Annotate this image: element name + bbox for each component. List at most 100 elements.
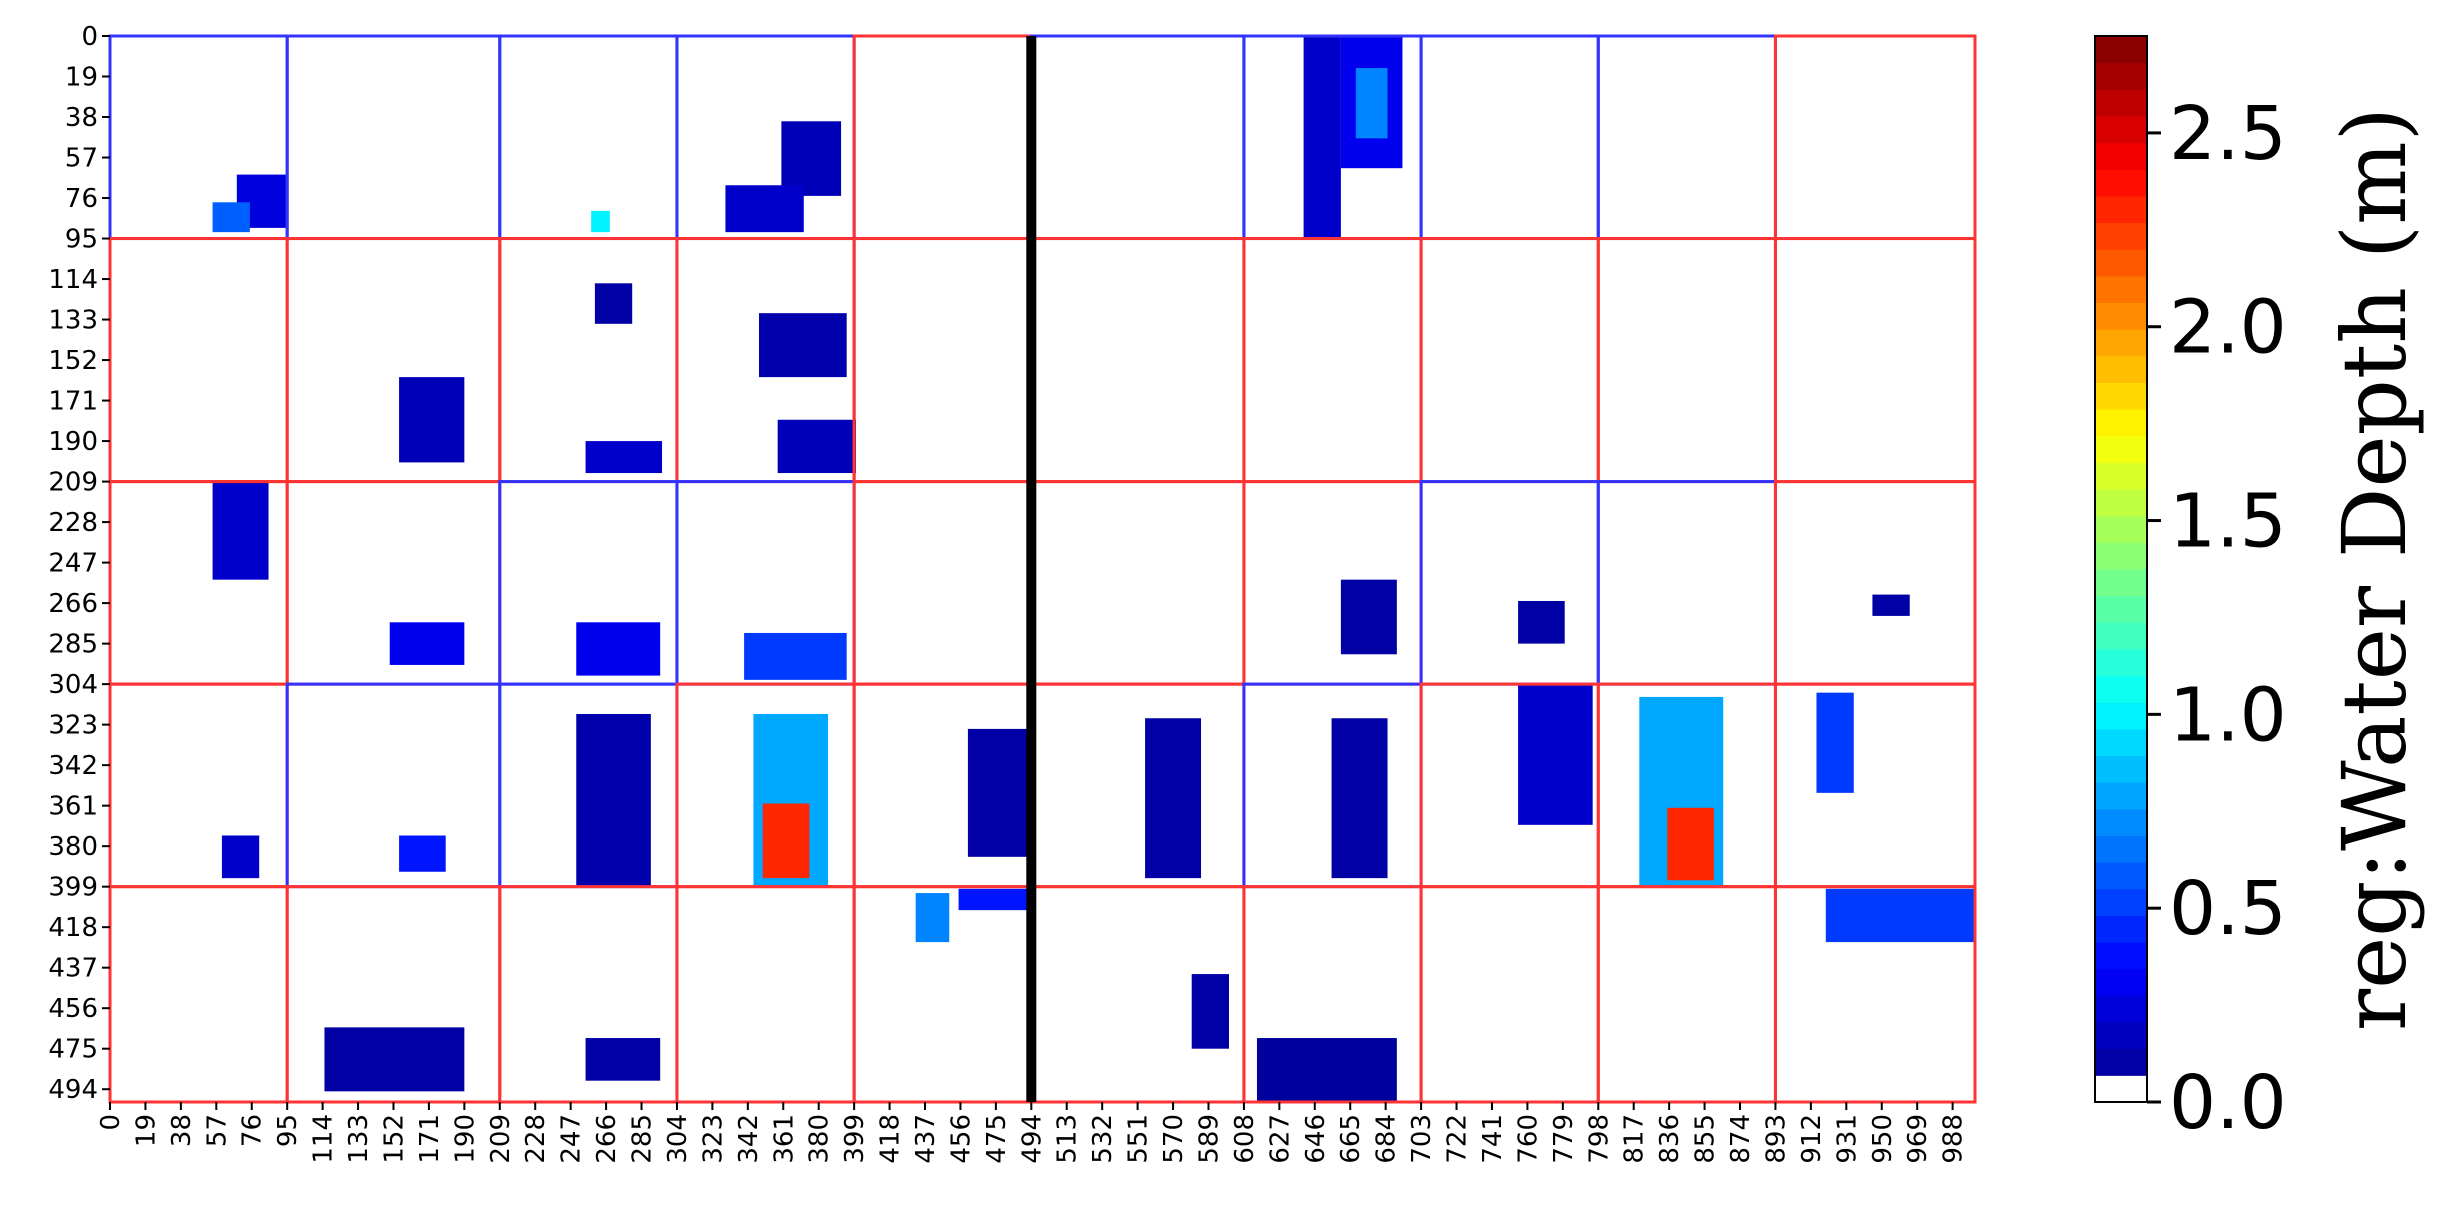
flood-r0-c6c: [1355, 67, 1388, 139]
y-tick-label-342: 342: [48, 751, 98, 781]
x-tick-label-57: 57: [202, 1114, 232, 1147]
x-tick-label-589: 589: [1194, 1114, 1224, 1164]
colorbar-segment: [2095, 89, 2147, 117]
y-axis-ticks: 0 19 38 57 76 95 114 133 152 171 190 209 228 247 266 28…: [48, 22, 110, 1105]
y-tick-label-95: 95: [65, 225, 98, 255]
flood-r4-c4: [915, 893, 950, 943]
tile-r2-c7: [1419, 480, 1600, 686]
flood-r1-c1: [399, 377, 465, 463]
x-tick-label-741: 741: [1478, 1114, 1508, 1164]
tile-r4-c7: [1419, 885, 1600, 1104]
colorbar-segment: [2095, 302, 2147, 330]
colorbar-segment: [2095, 808, 2147, 836]
colorbar-segment: [2095, 355, 2147, 383]
colorbar-segment: [2095, 995, 2147, 1023]
flood-r3-c0: [221, 835, 260, 879]
flood-r4-c4b: [958, 888, 1032, 911]
flood-r1-c2: [594, 283, 633, 324]
colorbar-segment: [2095, 888, 2147, 916]
y-tick-label-57: 57: [65, 144, 98, 174]
x-tick-label-285: 285: [628, 1114, 658, 1164]
x-tick-label-722: 722: [1443, 1114, 1473, 1164]
colorbar-segment: [2095, 275, 2147, 303]
tile-r1-c1: [285, 237, 502, 484]
y-tick-label-380: 380: [48, 832, 98, 862]
tile-r0-c8: [1596, 34, 1777, 241]
colorbar-segment: [2095, 595, 2147, 623]
colorbar-segment: [2095, 862, 2147, 890]
colorbar-segment: [2095, 142, 2147, 170]
tile-r3-c5: [1029, 682, 1246, 889]
y-tick-label-456: 456: [48, 994, 98, 1024]
y-tick-label-209: 209: [48, 468, 98, 498]
colorbar-segment: [2095, 382, 2147, 410]
tile-r1-c0: [108, 237, 289, 484]
y-tick-label-171: 171: [48, 387, 98, 417]
colorbar-segment: [2095, 782, 2147, 810]
colorbar-segment: [2095, 915, 2147, 943]
x-tick-label-475: 475: [982, 1114, 1012, 1164]
x-tick-label-798: 798: [1584, 1114, 1614, 1164]
x-tick-label-988: 988: [1939, 1114, 1969, 1164]
colorbar-label: reg:Water Depth (m): [2323, 107, 2426, 1031]
y-tick-label-304: 304: [48, 670, 98, 700]
y-tick-label-152: 152: [48, 346, 98, 376]
x-tick-label-513: 513: [1053, 1114, 1083, 1164]
tile-r4-c8: [1596, 885, 1777, 1104]
y-tick-label-0: 0: [81, 22, 98, 52]
flood-r4-c2: [585, 1038, 661, 1081]
x-tick-label-494: 494: [1017, 1114, 1047, 1164]
x-tick-label-950: 950: [1868, 1114, 1898, 1164]
y-tick-label-228: 228: [48, 508, 98, 538]
y-tick-label-76: 76: [65, 184, 98, 214]
flood-r4-c1: [324, 1027, 465, 1092]
x-tick-label-361: 361: [769, 1114, 799, 1164]
y-tick-label-323: 323: [48, 711, 98, 741]
flood-r3-c4: [967, 728, 1032, 857]
colorbar-segment: [2095, 489, 2147, 517]
colorbar-segment: [2095, 462, 2147, 490]
flood-r1-c3: [759, 313, 847, 378]
colorbar-segment: [2095, 249, 2147, 277]
y-tick-label-190: 190: [48, 427, 98, 457]
colorbar-segment: [2095, 569, 2147, 597]
x-tick-label-969: 969: [1903, 1114, 1933, 1164]
flood-r2-c6: [1340, 579, 1397, 655]
flood-r3-c1: [399, 835, 446, 872]
colorbar-tick-label-0.5: 0.5: [2169, 866, 2287, 952]
colorbar-tick-label-2.5: 2.5: [2169, 91, 2287, 177]
x-tick-label-190: 190: [450, 1114, 480, 1164]
flood-r3-c9: [1816, 692, 1854, 793]
x-tick-label-665: 665: [1336, 1114, 1366, 1164]
flood-r0-c3: [781, 121, 842, 196]
y-tick-label-399: 399: [48, 873, 98, 903]
flood-r0-c2: [591, 210, 610, 233]
flood-r0-c6: [1303, 36, 1341, 239]
flood-r4-c5: [1191, 974, 1229, 1049]
y-tick-label-114: 114: [48, 265, 98, 295]
y-tick-label-38: 38: [65, 103, 98, 133]
x-tick-label-114: 114: [309, 1114, 339, 1164]
x-tick-label-152: 152: [379, 1114, 409, 1164]
colorbar-segment: [2095, 222, 2147, 250]
colorbar-segment: [2095, 1075, 2147, 1103]
colorbar-segment: [2095, 515, 2147, 543]
x-tick-label-684: 684: [1372, 1114, 1402, 1164]
colorbar-tick-label-1.0: 1.0: [2169, 672, 2287, 758]
flood-r3-c7: [1518, 684, 1593, 825]
x-tick-label-703: 703: [1407, 1114, 1437, 1164]
x-tick-label-209: 209: [486, 1114, 516, 1164]
tile-r2-c4: [852, 480, 1033, 686]
colorbar-segment: [2095, 835, 2147, 863]
tile-r2-c5: [1029, 480, 1246, 686]
colorbar-segment: [2095, 1048, 2147, 1076]
plot-frame: [110, 36, 1975, 1102]
x-tick-label-304: 304: [663, 1114, 693, 1164]
colorbar-segment: [2095, 62, 2147, 90]
x-tick-label-380: 380: [805, 1114, 835, 1164]
tile-r1-c7: [1419, 237, 1600, 484]
x-tick-label-76: 76: [238, 1114, 268, 1147]
x-tick-label-323: 323: [698, 1114, 728, 1164]
x-tick-label-38: 38: [167, 1114, 197, 1147]
colorbar-segment: [2095, 675, 2147, 703]
